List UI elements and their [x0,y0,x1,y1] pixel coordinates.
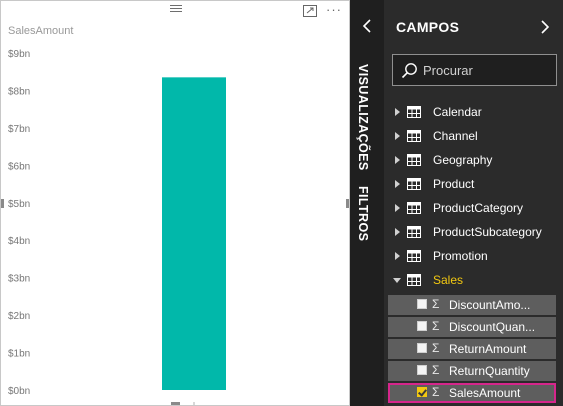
table-item-productsubcategory[interactable]: ProductSubcategory [392,222,557,244]
field-item-returnamount[interactable]: Σ ReturnAmount [388,339,556,359]
caret-right-icon[interactable] [395,108,400,116]
caret-right-icon[interactable] [395,180,400,188]
table-item-calendar[interactable]: Calendar [392,102,557,124]
table-icon [407,106,421,118]
chart-title: SalesAmount [8,25,74,37]
field-checkbox[interactable] [417,387,427,397]
y-tick-label: $6bn [8,161,30,172]
table-icon [407,178,421,190]
visualizations-strip: VISUALIZAÇÕES FILTROS [350,0,384,406]
caret-right-icon[interactable] [395,132,400,140]
table-label: Product [433,177,475,191]
more-options-icon[interactable]: ··· [326,2,342,17]
sigma-icon: Σ [432,319,440,333]
fields-pane-title: CAMPOS [396,19,460,35]
table-icon [407,154,421,166]
field-label: ReturnQuantity [449,364,530,378]
tab-visualizacoes[interactable]: VISUALIZAÇÕES [356,64,370,171]
focus-mode-icon[interactable] [303,5,317,17]
table-icon [407,250,421,262]
caret-right-icon[interactable] [395,252,400,260]
bar-chart-visual[interactable]: ··· SalesAmount $0bn $1bn $2bn $3bn $4bn $5bn… [0,0,350,406]
y-tick-label: $2bn [8,311,30,322]
table-item-promotion[interactable]: Promotion [392,246,557,268]
table-label: ProductCategory [433,201,524,215]
field-checkbox[interactable] [417,321,427,331]
search-input[interactable] [423,60,551,80]
field-label: SalesAmount [449,386,521,400]
y-tick-label: $0bn [8,386,30,397]
caret-down-icon[interactable] [393,278,401,283]
table-icon [407,202,421,214]
table-item-sales[interactable]: Sales [392,270,557,292]
table-item-geography[interactable]: Geography [392,150,557,172]
field-item-salesamount[interactable]: Σ SalesAmount [388,383,556,403]
field-item-discountquan[interactable]: Σ DiscountQuan... [388,317,556,337]
tab-filtros[interactable]: FILTROS [356,186,370,242]
table-icon [407,226,421,238]
search-icon [401,63,417,79]
table-item-product[interactable]: Product [392,174,557,196]
drag-grip-icon[interactable] [170,5,182,13]
y-tick-label: $4bn [8,236,30,247]
table-icon [407,274,421,286]
caret-right-icon[interactable] [395,228,400,236]
resize-handle-bottom[interactable] [171,402,180,405]
table-label: Promotion [433,249,488,263]
sigma-icon: Σ [432,341,440,355]
table-item-productcategory[interactable]: ProductCategory [392,198,557,220]
search-box[interactable] [392,54,557,86]
resize-handle-right[interactable] [346,199,349,208]
sigma-icon: Σ [432,297,440,311]
table-label: ProductSubcategory [433,225,542,239]
y-tick-label: $5bn [8,199,30,210]
y-tick-label: $1bn [8,349,30,360]
table-icon [407,130,421,142]
table-label: Geography [433,153,493,167]
y-tick-label: $9bn [8,49,30,60]
field-checkbox[interactable] [417,299,427,309]
field-item-returnquantity[interactable]: Σ ReturnQuantity [388,361,556,381]
field-checkbox[interactable] [417,343,427,353]
y-tick-label: $7bn [8,124,30,135]
field-item-discountamo[interactable]: Σ DiscountAmo... [388,295,556,315]
y-tick-label: $8bn [8,86,30,97]
table-label: Calendar [433,105,482,119]
field-label: DiscountAmo... [449,298,531,312]
table-item-channel[interactable]: Channel [392,126,557,148]
resize-handle-left[interactable] [1,199,4,208]
y-tick-label: $3bn [8,274,30,285]
field-checkbox[interactable] [417,365,427,375]
bar-salesamount[interactable] [162,77,226,390]
caret-right-icon[interactable] [395,204,400,212]
table-label: Sales [433,273,464,287]
caret-right-icon[interactable] [395,156,400,164]
table-label: Channel [433,129,478,143]
field-label: ReturnAmount [449,342,527,356]
sigma-icon: Σ [432,385,440,399]
sigma-icon: Σ [432,363,440,377]
chevron-right-icon[interactable] [539,17,551,37]
chart-plot: $0bn $1bn $2bn $3bn $4bn $5bn $6bn $7bn $8bn $9bn [8,49,226,405]
fields-pane: CAMPOS Calendar Channel Geography Product Pr… [384,0,563,406]
chevron-left-icon[interactable] [359,16,375,36]
field-label: DiscountQuan... [449,320,536,334]
